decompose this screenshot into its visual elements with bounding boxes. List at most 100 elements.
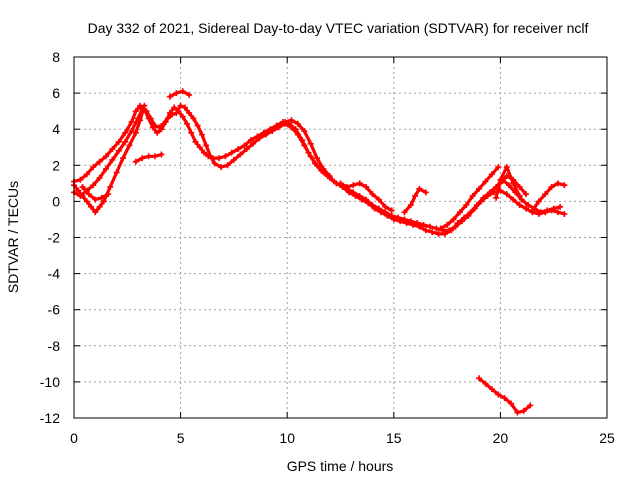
y-axis-ticks: -12 -10 -8 -6 -4 -2 0 2 4 6 8 bbox=[40, 49, 607, 426]
data-point bbox=[224, 162, 231, 169]
data-point bbox=[407, 202, 414, 209]
data-point bbox=[122, 129, 129, 136]
data-point bbox=[456, 209, 463, 216]
data-point bbox=[403, 220, 410, 227]
data-point bbox=[476, 375, 483, 382]
data-point bbox=[527, 402, 534, 409]
data-point bbox=[346, 189, 353, 196]
y-tick-label: 8 bbox=[52, 49, 60, 65]
data-point bbox=[132, 129, 139, 136]
plot-border bbox=[73, 56, 608, 419]
data-point bbox=[269, 126, 276, 133]
data-point bbox=[192, 138, 199, 145]
data-point bbox=[412, 192, 419, 199]
data-point bbox=[186, 109, 193, 116]
data-point bbox=[235, 146, 242, 153]
data-point bbox=[230, 156, 237, 163]
data-point bbox=[120, 155, 127, 162]
data-point bbox=[320, 165, 327, 172]
data-point bbox=[522, 191, 529, 198]
data-point bbox=[343, 183, 350, 190]
data-point bbox=[397, 218, 404, 225]
data-point bbox=[247, 137, 254, 144]
data-point bbox=[416, 223, 423, 230]
data-point bbox=[525, 202, 532, 209]
data-point bbox=[448, 227, 455, 234]
data-point bbox=[390, 216, 397, 223]
data-point bbox=[369, 191, 376, 198]
data-point bbox=[181, 104, 188, 111]
data-point bbox=[201, 149, 208, 156]
series-trace bbox=[270, 118, 332, 178]
data-point bbox=[96, 174, 103, 181]
data-point bbox=[301, 128, 308, 135]
data-point bbox=[495, 164, 502, 171]
data-point bbox=[535, 198, 542, 205]
data-point bbox=[139, 155, 146, 162]
data-point bbox=[522, 205, 529, 212]
data-point bbox=[358, 196, 365, 203]
x-tick-label: 10 bbox=[279, 430, 295, 446]
series-arc-5 bbox=[132, 151, 165, 165]
data-point bbox=[137, 117, 144, 124]
data-point bbox=[422, 227, 429, 234]
data-point bbox=[179, 88, 186, 95]
data-point bbox=[262, 131, 269, 138]
series-arc-13 bbox=[529, 180, 568, 214]
chart-title: Day 332 of 2021, Sidereal Day-to-day VTE… bbox=[88, 20, 589, 36]
data-point bbox=[218, 164, 225, 171]
data-point bbox=[382, 203, 389, 210]
data-point bbox=[132, 158, 139, 165]
y-tick-label: 6 bbox=[52, 85, 60, 101]
data-point bbox=[294, 120, 301, 127]
data-point bbox=[495, 391, 502, 398]
data-point bbox=[183, 120, 190, 127]
series-arc-10 bbox=[437, 164, 502, 232]
data-point bbox=[294, 131, 301, 138]
data-point bbox=[188, 129, 195, 136]
data-point bbox=[488, 171, 495, 178]
data-point bbox=[544, 207, 551, 214]
data-point bbox=[488, 386, 495, 393]
x-axis-ticks: 0 5 10 15 20 25 bbox=[70, 57, 615, 446]
y-tick-label: 0 bbox=[52, 193, 60, 209]
data-point bbox=[288, 124, 295, 131]
data-point bbox=[365, 200, 372, 207]
x-tick-label: 15 bbox=[386, 430, 402, 446]
data-point bbox=[461, 214, 468, 221]
data-point bbox=[158, 151, 165, 158]
data-point bbox=[92, 196, 99, 203]
data-point bbox=[482, 178, 489, 185]
y-tick-label: 2 bbox=[52, 157, 60, 173]
data-point bbox=[420, 221, 427, 228]
data-point bbox=[145, 153, 152, 160]
data-point bbox=[516, 202, 523, 209]
x-tick-label: 20 bbox=[493, 430, 509, 446]
data-point bbox=[508, 400, 515, 407]
data-point bbox=[115, 147, 122, 154]
data-point bbox=[307, 140, 314, 147]
series-arc-2 bbox=[71, 102, 564, 237]
data-point bbox=[198, 131, 205, 138]
data-point bbox=[143, 108, 150, 115]
data-point bbox=[557, 203, 564, 210]
data-point bbox=[510, 196, 517, 203]
data-point bbox=[518, 196, 525, 203]
data-point bbox=[542, 191, 549, 198]
series-arc-4 bbox=[79, 183, 112, 203]
data-point bbox=[307, 153, 314, 160]
data-point bbox=[501, 395, 508, 402]
data-point bbox=[102, 153, 109, 160]
y-tick-label: -6 bbox=[48, 302, 61, 318]
y-tick-label: -2 bbox=[48, 230, 61, 246]
data-point bbox=[503, 173, 510, 180]
data-point bbox=[164, 115, 171, 122]
data-point bbox=[98, 194, 105, 201]
data-point bbox=[554, 180, 561, 187]
data-point bbox=[505, 182, 512, 189]
data-point bbox=[215, 155, 222, 162]
data-point bbox=[128, 128, 135, 135]
data-point bbox=[493, 194, 500, 201]
data-series bbox=[71, 88, 568, 416]
